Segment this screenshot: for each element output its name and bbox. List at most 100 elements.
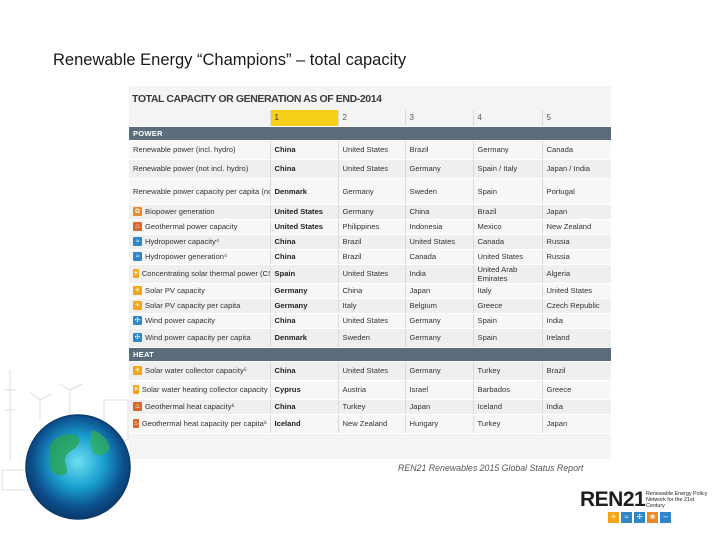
rank-5-cell: Czech Republic [541, 298, 611, 314]
rank-1-cell: United States [269, 204, 338, 220]
table-row: ≈ Hydropower capacity⁴ China Brazil United S… [129, 234, 611, 250]
rank-2-cell: United States [337, 264, 405, 284]
rank-5-cell: Ireland [541, 328, 611, 348]
wind-icon: ✣ [133, 333, 142, 342]
capacity-table: 1 2 3 4 5 POWER Renewable power (incl. hy… [129, 110, 611, 434]
rank-4-cell: Iceland [472, 399, 542, 415]
hydropower-icon: ≈ [133, 237, 142, 246]
rank-2-cell: China [337, 283, 405, 299]
row-category: Renewable power (incl. hydro) [129, 140, 270, 160]
solar-pv-icon: ☀ [133, 286, 142, 295]
category-label: Hydropower generation⁴ [145, 252, 228, 261]
table-row: ≈ Hydropower generation⁴ China Brazil Canada… [129, 249, 611, 265]
category-label: Hydropower capacity⁴ [145, 237, 220, 246]
rank-1-cell: Germany [269, 283, 338, 299]
rank-3-cell: Germany [404, 361, 473, 381]
row-category: ☀ Solar water collector capacity⁵ [129, 361, 270, 381]
rank-4-cell: United States [472, 249, 542, 265]
rank-2-cell: Italy [337, 298, 405, 314]
rank-3-cell: Japan [404, 399, 473, 415]
rank-4-cell: Greece [472, 298, 542, 314]
row-category: ♨ Geothermal heat capacity⁶ [129, 399, 270, 415]
table-row: ✿ Biopower generation United States Germany… [129, 204, 611, 220]
row-category: ✣ Wind power capacity [129, 313, 270, 329]
rank-3-cell: Germany [404, 328, 473, 348]
rank-1-cell: China [269, 234, 338, 250]
wind-icon: ✣ [634, 512, 645, 523]
rank-1-cell: Cyprus [269, 380, 338, 400]
section-label: POWER [129, 126, 611, 141]
rank-5-cell: Portugal [541, 178, 611, 205]
globe-illustration [1, 370, 131, 520]
rank-4-cell: Turkey [472, 414, 542, 434]
rank-4-cell: Germany [472, 140, 542, 160]
rank-3-cell: Indonesia [404, 219, 473, 235]
row-category: ☀ Concentrating solar thermal power (CSP) [129, 264, 270, 284]
category-label: Wind power capacity per capita [145, 333, 251, 342]
category-label: Geothermal heat capacity per capita⁶ [141, 419, 267, 428]
rank-2-cell: Germany [337, 178, 405, 205]
row-category: ☀ Solar PV capacity [129, 283, 270, 299]
header-rank-4: 4 [472, 110, 542, 127]
category-label: Biopower generation [145, 207, 215, 216]
rank-3-cell: Israel [404, 380, 473, 400]
rank-1-cell: China [269, 399, 338, 415]
rank-1-cell: Spain [269, 264, 338, 284]
row-category: ≈ Hydropower generation⁴ [129, 249, 270, 265]
rank-1-cell: China [269, 313, 338, 329]
category-label: Solar PV capacity per capita [145, 301, 241, 310]
category-label: Renewable power capacity per capita (not… [133, 186, 270, 196]
rank-3-cell: Sweden [404, 178, 473, 205]
rank-3-cell: Germany [404, 159, 473, 179]
logo-tagline: Renewable Energy Policy Network for the … [646, 491, 708, 509]
wave-icon: ∼ [660, 512, 671, 523]
rank-1-cell: Denmark [269, 328, 338, 348]
rank-5-cell: Canada [541, 140, 611, 160]
section-header-heat: HEAT [129, 347, 611, 362]
header-rank-5: 5 [541, 110, 611, 127]
table-row: ☀ Solar water heating collector capacity … [129, 380, 611, 400]
wind-icon: ✣ [133, 316, 142, 325]
rank-4-cell: Barbados [472, 380, 542, 400]
rank-4-cell: Spain [472, 328, 542, 348]
rank-2-cell: New Zealand [337, 414, 405, 434]
rank-3-cell: Brazil [404, 140, 473, 160]
rank-3-cell: India [404, 264, 473, 284]
rank-4-cell: Mexico [472, 219, 542, 235]
geothermal-icon: ♨ [133, 419, 139, 428]
rank-2-cell: Sweden [337, 328, 405, 348]
rank-2-cell: United States [337, 159, 405, 179]
hydro-icon: ≈ [621, 512, 632, 523]
table-row: ☀ Concentrating solar thermal power (CSP)… [129, 264, 611, 284]
solar-heat-icon: ☀ [133, 366, 142, 375]
rank-1-cell: Germany [269, 298, 338, 314]
source-caption: REN21 Renewables 2015 Global Status Repo… [398, 463, 584, 473]
rank-1-cell: Iceland [269, 414, 338, 434]
geothermal-icon: ♨ [133, 222, 142, 231]
table-row: Renewable power (incl. hydro) China United… [129, 140, 611, 160]
header-category [129, 110, 270, 127]
rank-3-cell: Canada [404, 249, 473, 265]
category-label: Solar water heating collector capacity p… [141, 385, 270, 394]
table-row: ♨ Geothermal power capacity United States P… [129, 219, 611, 235]
rank-4-cell: Spain [472, 178, 542, 205]
header-rank-1: 1 [269, 110, 338, 127]
capacity-table-panel: TOTAL CAPACITY OR GENERATION AS OF END-2… [129, 86, 611, 459]
rank-4-cell: Turkey [472, 361, 542, 381]
table-row: ♨ Geothermal heat capacity per capita⁶ Ice… [129, 414, 611, 434]
rank-5-cell: New Zealand [541, 219, 611, 235]
category-label: Wind power capacity [145, 316, 216, 325]
rank-5-cell: Japan / India [541, 159, 611, 179]
row-category: ≈ Hydropower capacity⁴ [129, 234, 270, 250]
rank-2-cell: United States [337, 313, 405, 329]
rank-3-cell: Hungary [404, 414, 473, 434]
hydropower-icon: ≈ [133, 252, 142, 261]
table-row: ♨ Geothermal heat capacity⁶ China Turkey Jap… [129, 399, 611, 415]
row-category: ✿ Biopower generation [129, 204, 270, 220]
rank-5-cell: Japan [541, 204, 611, 220]
rank-1-cell: China [269, 361, 338, 381]
bio-power-icon: ✿ [133, 207, 142, 216]
row-category: ♨ Geothermal power capacity [129, 219, 270, 235]
rank-1-cell: China [269, 140, 338, 160]
rank-5-cell: India [541, 313, 611, 329]
